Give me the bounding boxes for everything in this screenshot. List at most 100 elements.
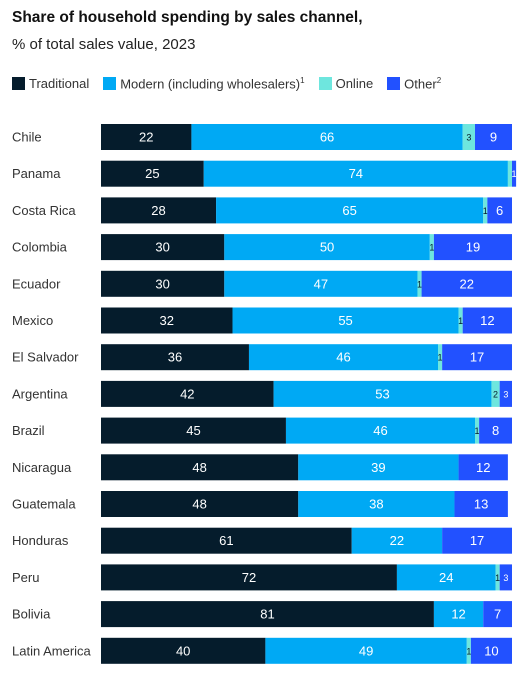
bar-mexico-online xyxy=(458,307,463,334)
data-label-ecuador-online: 1 xyxy=(417,279,422,289)
category-label-argentina: Argentina xyxy=(12,386,68,401)
bar-panama-online xyxy=(507,160,512,187)
category-label-colombia: Colombia xyxy=(12,240,68,255)
bar-argentina-modern xyxy=(273,380,492,407)
bar-costa-rica-traditional xyxy=(101,197,217,224)
bar-el-salvador-traditional xyxy=(101,344,249,371)
data-label-latin-america-online: 1 xyxy=(466,646,471,656)
bar-panama-modern xyxy=(203,160,508,187)
bar-costa-rica-online xyxy=(483,197,488,224)
data-label-latin-america-traditional: 40 xyxy=(176,643,190,658)
bar-ecuador-other xyxy=(421,270,512,297)
bar-peru-modern xyxy=(396,564,496,591)
bar-argentina-online xyxy=(491,380,500,407)
bar-mexico-modern xyxy=(232,307,459,334)
category-label-latin-america: Latin America xyxy=(12,643,92,658)
category-label-costa-rica: Costa Rica xyxy=(12,203,76,218)
data-label-mexico-online: 1 xyxy=(458,316,463,326)
bar-guatemala-modern xyxy=(298,491,455,517)
data-label-brazil-other: 8 xyxy=(492,423,499,438)
data-label-colombia-modern: 50 xyxy=(320,240,334,255)
data-label-colombia-other: 19 xyxy=(466,240,480,255)
data-label-nicaragua-traditional: 48 xyxy=(192,460,206,475)
legend-label-online: Online xyxy=(335,76,374,92)
data-label-el-salvador-online: 1 xyxy=(438,353,443,363)
bar-panama-traditional xyxy=(101,160,204,187)
bar-el-salvador-modern xyxy=(248,344,439,371)
data-label-brazil-traditional: 45 xyxy=(186,423,200,438)
data-label-bolivia-other: 7 xyxy=(494,607,501,622)
data-label-argentina-online: 2 xyxy=(493,389,498,399)
data-label-costa-rica-traditional: 28 xyxy=(151,203,165,218)
data-label-chile-modern: 66 xyxy=(320,130,334,145)
data-label-argentina-modern: 53 xyxy=(375,386,389,401)
category-label-ecuador: Ecuador xyxy=(12,276,61,291)
bar-colombia-online xyxy=(429,234,434,261)
data-label-chile-online: 3 xyxy=(466,133,471,143)
chart-subtitle: % of total sales value, 2023 xyxy=(12,36,196,53)
bar-latin-america-online xyxy=(466,637,471,664)
bar-brazil-traditional xyxy=(101,417,286,444)
bar-bolivia-modern xyxy=(433,601,484,628)
bar-bolivia-traditional xyxy=(101,601,434,628)
bar-ecuador-online xyxy=(417,270,422,297)
data-label-peru-traditional: 72 xyxy=(242,570,256,585)
data-label-nicaragua-other: 12 xyxy=(476,460,490,475)
legend-swatch-modern xyxy=(103,77,117,91)
bar-peru-traditional xyxy=(101,564,397,591)
data-label-latin-america-other: 10 xyxy=(484,643,498,658)
data-label-bolivia-modern: 12 xyxy=(451,607,465,622)
bar-ecuador-modern xyxy=(224,270,418,297)
legend-footnote-other: 2 xyxy=(436,76,442,85)
bar-peru-other xyxy=(499,564,512,591)
category-label-guatemala: Guatemala xyxy=(12,497,76,512)
data-label-nicaragua-modern: 39 xyxy=(371,460,385,475)
data-label-honduras-modern: 22 xyxy=(390,533,404,548)
legend-swatch-online xyxy=(318,77,332,91)
data-label-brazil-modern: 46 xyxy=(373,423,387,438)
bar-nicaragua-other xyxy=(458,454,508,481)
bar-ecuador-traditional xyxy=(101,270,225,297)
data-label-mexico-modern: 55 xyxy=(338,313,352,328)
bar-colombia-modern xyxy=(224,234,430,261)
data-label-argentina-other: 3 xyxy=(503,389,508,399)
data-label-chile-traditional: 22 xyxy=(139,130,153,145)
bar-el-salvador-other xyxy=(442,344,512,371)
bar-costa-rica-modern xyxy=(216,197,484,224)
bar-nicaragua-modern xyxy=(298,454,459,481)
bar-el-salvador-online xyxy=(438,344,443,371)
data-label-honduras-traditional: 61 xyxy=(219,533,233,548)
legend-label-traditional: Traditional xyxy=(29,76,90,92)
legend-item-modern: Modern (including wholesalers)1 xyxy=(103,76,305,92)
bar-peru-online xyxy=(495,564,500,591)
data-label-panama-modern: 74 xyxy=(349,166,363,181)
bar-latin-america-traditional xyxy=(101,637,266,664)
data-label-chile-other: 9 xyxy=(490,130,497,145)
category-label-bolivia: Bolivia xyxy=(12,607,51,622)
data-label-el-salvador-traditional: 36 xyxy=(168,350,182,365)
bar-brazil-other xyxy=(479,417,512,444)
data-label-ecuador-other: 22 xyxy=(460,276,474,291)
legend-swatch-traditional xyxy=(12,77,25,91)
bar-argentina-other xyxy=(499,380,512,407)
data-label-panama-other: 1 xyxy=(512,169,517,179)
bar-chile-traditional xyxy=(101,124,192,150)
data-label-bolivia-traditional: 81 xyxy=(260,607,274,622)
data-label-costa-rica-modern: 65 xyxy=(342,203,356,218)
bar-chile-other xyxy=(475,124,512,150)
data-label-panama-traditional: 25 xyxy=(145,166,159,181)
bar-argentina-traditional xyxy=(101,380,274,407)
bar-guatemala-traditional xyxy=(101,491,299,517)
chart-title: Share of household spending by sales cha… xyxy=(12,9,363,26)
category-label-el-salvador: El Salvador xyxy=(12,350,79,365)
bar-latin-america-modern xyxy=(265,637,467,664)
data-label-el-salvador-other: 17 xyxy=(470,350,484,365)
legend-label-modern: Modern (including wholesalers) xyxy=(120,76,301,92)
data-label-mexico-traditional: 32 xyxy=(160,313,174,328)
bar-chile-modern xyxy=(191,124,463,150)
category-label-mexico: Mexico xyxy=(12,313,53,328)
category-label-chile: Chile xyxy=(12,130,42,145)
bar-mexico-other xyxy=(462,307,512,334)
bar-colombia-other xyxy=(433,234,512,261)
